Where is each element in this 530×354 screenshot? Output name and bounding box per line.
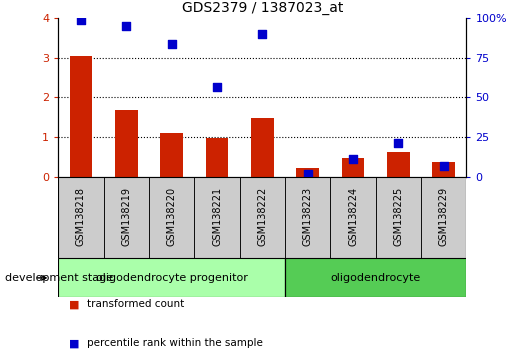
Bar — [330, 177, 376, 258]
Bar — [296, 168, 319, 177]
Text: GSM138224: GSM138224 — [348, 187, 358, 246]
Text: oligodendrocyte progenitor: oligodendrocyte progenitor — [96, 273, 248, 283]
Text: development stage: development stage — [5, 273, 113, 283]
Bar — [285, 177, 330, 258]
Text: GSM138219: GSM138219 — [121, 187, 131, 246]
Text: transformed count: transformed count — [87, 299, 184, 309]
Text: GSM138223: GSM138223 — [303, 187, 313, 246]
Text: GSM138221: GSM138221 — [212, 187, 222, 246]
Text: oligodendrocyte: oligodendrocyte — [331, 273, 421, 283]
Point — [167, 41, 176, 46]
Bar — [240, 177, 285, 258]
Bar — [58, 177, 104, 258]
Bar — [285, 258, 466, 297]
Bar — [195, 177, 240, 258]
Bar — [58, 177, 104, 258]
Bar — [285, 258, 466, 297]
Bar — [251, 119, 273, 177]
Bar — [104, 177, 149, 258]
Bar — [240, 177, 285, 258]
Bar — [376, 177, 421, 258]
Text: GSM138218: GSM138218 — [76, 187, 86, 246]
Bar — [421, 177, 466, 258]
Text: ■: ■ — [69, 338, 80, 348]
Point — [349, 156, 357, 162]
Bar — [342, 158, 364, 177]
Bar — [58, 258, 285, 297]
Text: GSM138222: GSM138222 — [258, 187, 267, 246]
Bar — [285, 177, 330, 258]
Text: percentile rank within the sample: percentile rank within the sample — [87, 338, 263, 348]
Bar — [376, 177, 421, 258]
Bar — [69, 56, 92, 177]
Point — [394, 140, 403, 146]
Bar — [421, 177, 466, 258]
Bar — [104, 177, 149, 258]
Point — [304, 171, 312, 177]
Bar — [115, 110, 138, 177]
Bar — [432, 162, 455, 177]
Bar — [387, 152, 410, 177]
Bar — [195, 177, 240, 258]
Bar — [206, 138, 228, 177]
Text: GSM138225: GSM138225 — [393, 187, 403, 246]
Point — [439, 164, 448, 169]
Text: GSM138229: GSM138229 — [439, 187, 449, 246]
Point — [258, 31, 267, 36]
Bar — [330, 177, 376, 258]
Point — [77, 17, 85, 23]
Point — [122, 23, 130, 28]
Point — [213, 84, 221, 90]
Bar — [160, 133, 183, 177]
Bar — [149, 177, 195, 258]
Bar — [149, 177, 195, 258]
Bar — [58, 258, 285, 297]
Text: ■: ■ — [69, 299, 80, 309]
Text: GSM138220: GSM138220 — [166, 187, 176, 246]
Title: GDS2379 / 1387023_at: GDS2379 / 1387023_at — [182, 1, 343, 15]
